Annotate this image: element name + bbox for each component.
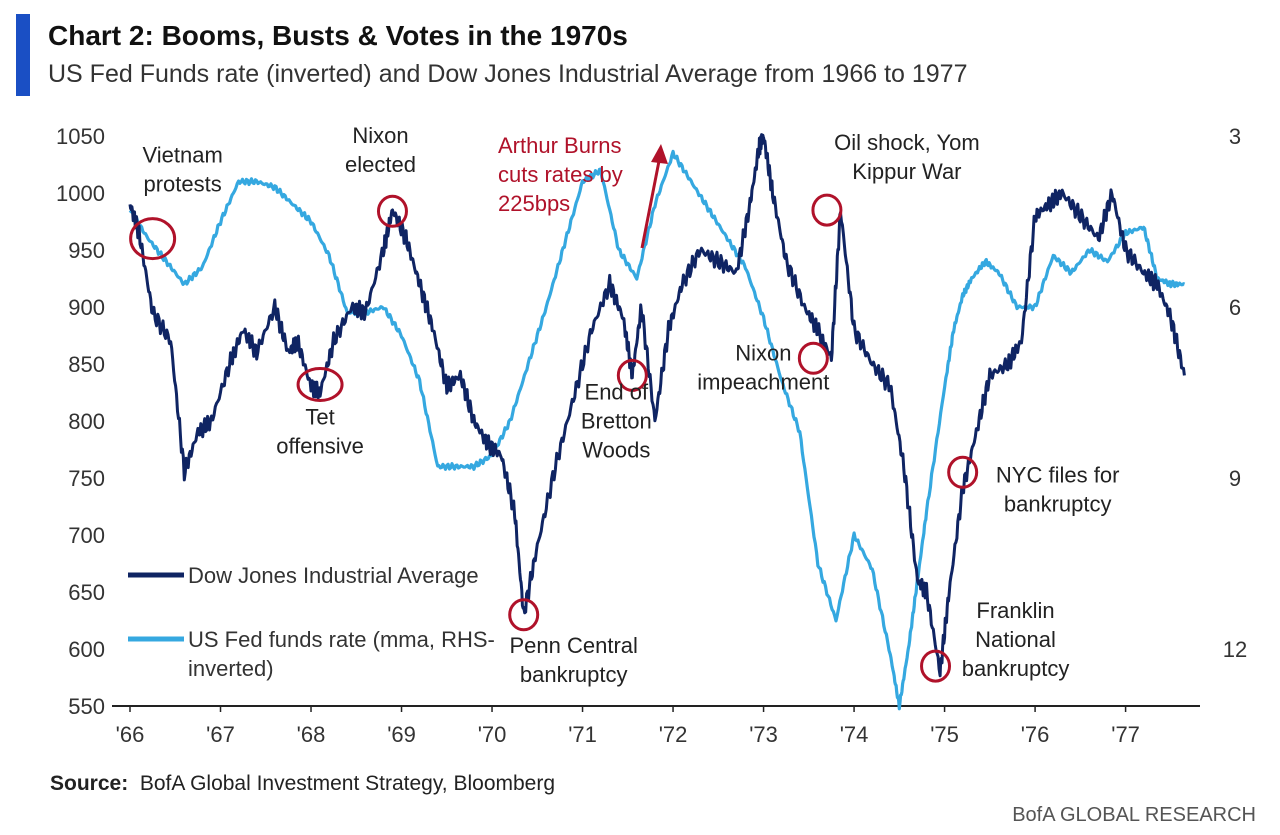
x-tick-label: '68 [297, 722, 326, 747]
event-label: National [975, 627, 1056, 652]
event-marker-circle [947, 455, 979, 489]
event-marker-circle [508, 598, 540, 632]
event-marker-circle [920, 649, 952, 683]
y-right-tick-label: 9 [1229, 466, 1241, 491]
event-marker-circle [616, 358, 648, 392]
legend-label-fed-cont: inverted) [188, 656, 274, 681]
x-tick-label: '71 [568, 722, 597, 747]
event-label: offensive [276, 434, 364, 459]
chart-title: Chart 2: Booms, Busts & Votes in the 197… [48, 20, 628, 51]
callout-text: cuts rates by [498, 162, 623, 187]
legend-label-dow: Dow Jones Industrial Average [188, 563, 479, 588]
event-label: bankruptcy [1004, 491, 1112, 516]
event-marker-circle [797, 341, 829, 375]
event-label: NYC files for [996, 462, 1119, 487]
y-left-tick-label: 1050 [56, 124, 105, 149]
x-tick-label: '77 [1111, 722, 1140, 747]
y-left-tick-label: 950 [68, 238, 105, 263]
y-left-tick-label: 900 [68, 295, 105, 320]
y-right-tick-label: 3 [1229, 124, 1241, 149]
title-accent-bar [16, 14, 30, 96]
event-label: Franklin [976, 598, 1054, 623]
event-label: Kippur War [852, 159, 961, 184]
x-tick-label: '70 [478, 722, 507, 747]
brand-label: BofA GLOBAL RESEARCH [1012, 804, 1256, 826]
callout-arrow-shaft [640, 155, 662, 249]
event-marker-circle [811, 193, 843, 227]
event-label: Nixon [352, 123, 408, 148]
y-left-tick-label: 550 [68, 694, 105, 719]
event-label: Tet [305, 405, 334, 430]
x-tick-label: '74 [840, 722, 869, 747]
event-marker-circle [296, 367, 344, 403]
y-right-tick-label: 12 [1223, 637, 1247, 662]
x-tick-label: '76 [1021, 722, 1050, 747]
y-left-tick-label: 600 [68, 637, 105, 662]
event-label: Oil shock, Yom [834, 130, 980, 155]
event-marker-circle [129, 217, 177, 261]
y-left-tick-label: 650 [68, 580, 105, 605]
event-label: Woods [582, 437, 650, 462]
callout-text: Arthur Burns [498, 133, 622, 158]
dow-jones-line [128, 133, 1186, 678]
callout-text: 225bps [498, 191, 570, 216]
x-tick-label: '67 [206, 722, 235, 747]
x-tick-label: '69 [387, 722, 416, 747]
source-note: Source: BofA Global Investment Strategy,… [50, 772, 555, 796]
y-right-tick-label: 6 [1229, 295, 1241, 320]
event-label: Bretton [581, 408, 652, 433]
y-left-tick-label: 1000 [56, 181, 105, 206]
x-tick-label: '72 [659, 722, 688, 747]
event-label: Penn Central [510, 633, 638, 658]
y-left-tick-label: 700 [68, 523, 105, 548]
x-tick-label: '73 [749, 722, 778, 747]
legend-label-fed: US Fed funds rate (mma, RHS- [188, 627, 495, 652]
event-label: elected [345, 152, 416, 177]
y-left-tick-label: 750 [68, 466, 105, 491]
source-text: BofA Global Investment Strategy, Bloombe… [139, 772, 556, 795]
event-label: protests [143, 172, 221, 197]
y-left-tick-label: 850 [68, 352, 105, 377]
event-label: bankruptcy [520, 662, 628, 687]
event-label: impeachment [697, 369, 829, 394]
event-marker-circle [376, 194, 408, 228]
event-label: bankruptcy [962, 656, 1070, 681]
x-tick-label: '66 [116, 722, 145, 747]
x-tick-label: '75 [930, 722, 959, 747]
fed-funds-line [128, 149, 1186, 711]
event-label: Nixon [735, 340, 791, 365]
chart-subtitle: US Fed Funds rate (inverted) and Dow Jon… [48, 60, 968, 88]
y-left-tick-label: 800 [68, 409, 105, 434]
callout-arrow-head [651, 144, 668, 164]
source-label: Source: [50, 772, 129, 795]
event-label: End of [585, 379, 649, 404]
event-label: Vietnam [142, 143, 222, 168]
